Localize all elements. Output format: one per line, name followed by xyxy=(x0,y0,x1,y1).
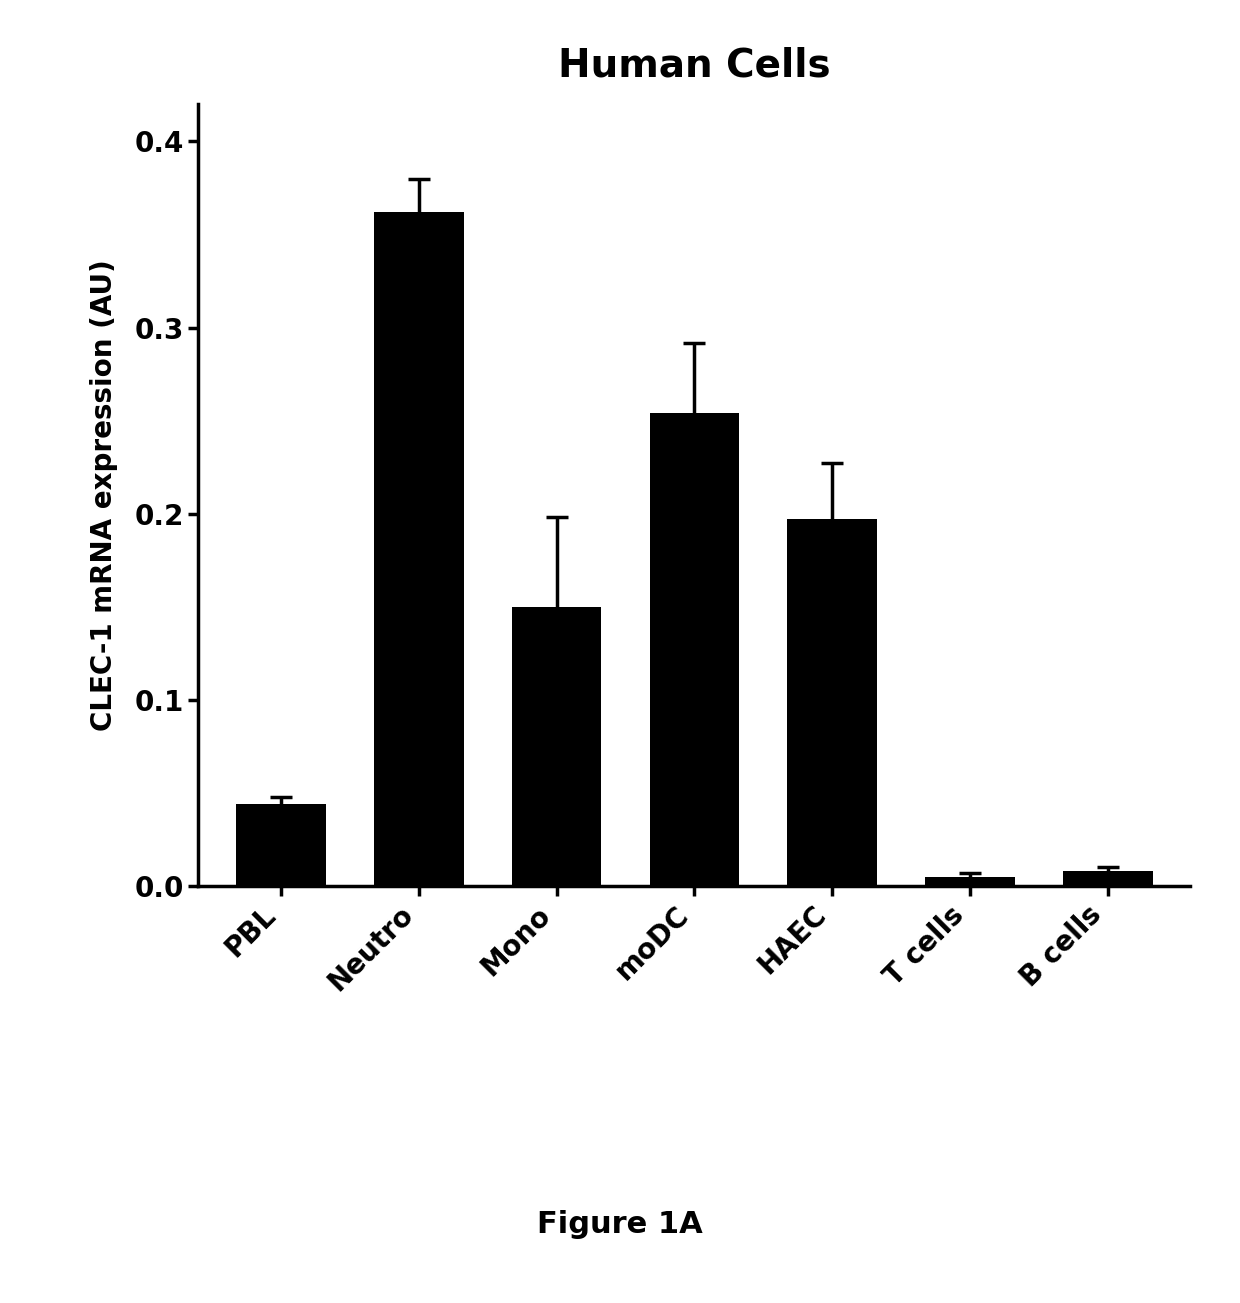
Bar xyxy=(374,212,464,886)
Y-axis label: CLEC-1 mRNA expression (AU): CLEC-1 mRNA expression (AU) xyxy=(89,259,118,731)
Bar xyxy=(1063,872,1152,886)
Bar xyxy=(787,520,877,886)
Title: Human Cells: Human Cells xyxy=(558,47,831,85)
Bar xyxy=(650,413,739,886)
Bar xyxy=(237,804,326,886)
Text: Figure 1A: Figure 1A xyxy=(537,1210,703,1239)
Bar xyxy=(512,607,601,886)
Bar xyxy=(925,877,1014,886)
